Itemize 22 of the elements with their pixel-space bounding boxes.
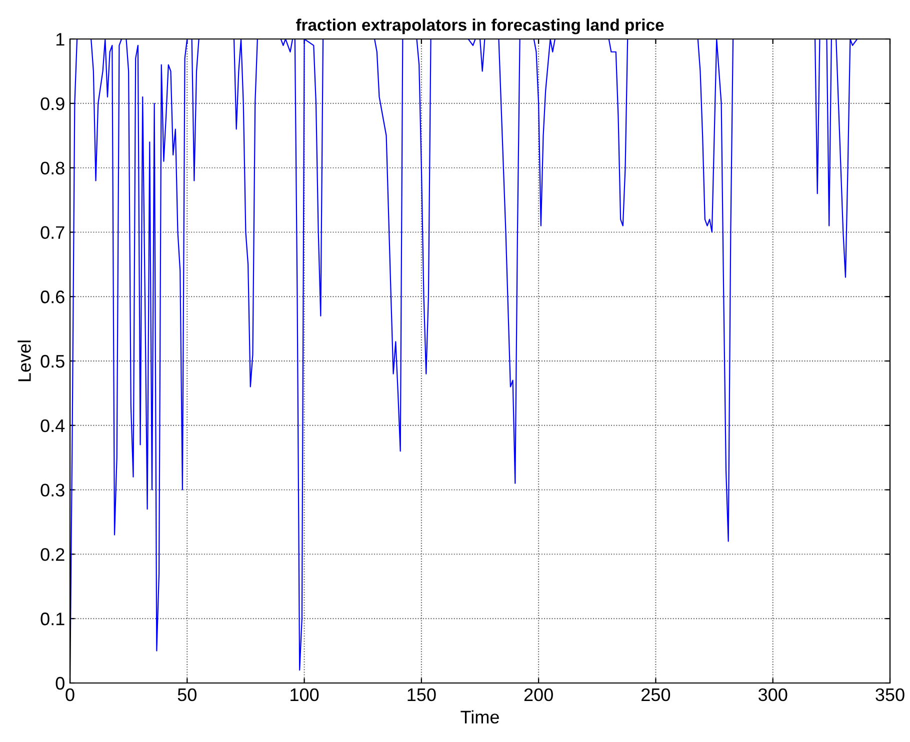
y-tick-label: 1 — [56, 33, 64, 46]
y-tick-label: 0.5 — [40, 354, 64, 368]
x-tick-label: 0 — [66, 688, 74, 702]
x-tick-label: 200 — [524, 688, 553, 702]
y-tick-label: 0.9 — [40, 97, 64, 110]
y-tick-label: 0.3 — [40, 484, 64, 497]
x-axis-title: Time — [460, 710, 499, 724]
y-tick-label: 0.6 — [40, 290, 64, 304]
x-tick-label: 150 — [408, 688, 436, 702]
y-tick-label: 0.2 — [40, 548, 64, 561]
y-axis-title: Level — [18, 340, 31, 382]
x-tick-label: 50 — [178, 688, 196, 702]
y-tick-label: 0.8 — [40, 162, 64, 175]
x-tick-label: 250 — [642, 688, 670, 702]
y-tick-label: 0.1 — [40, 612, 64, 626]
x-tick-label: 100 — [290, 688, 319, 702]
y-tick-label: 0.4 — [40, 419, 65, 432]
y-tick-label: 0.7 — [40, 226, 64, 239]
y-tick-label: 0 — [56, 676, 64, 690]
x-tick-label: 350 — [876, 688, 904, 702]
x-tick-label: 300 — [758, 688, 788, 702]
chart-title: fraction extrapolators in forecasting land price — [296, 18, 664, 34]
